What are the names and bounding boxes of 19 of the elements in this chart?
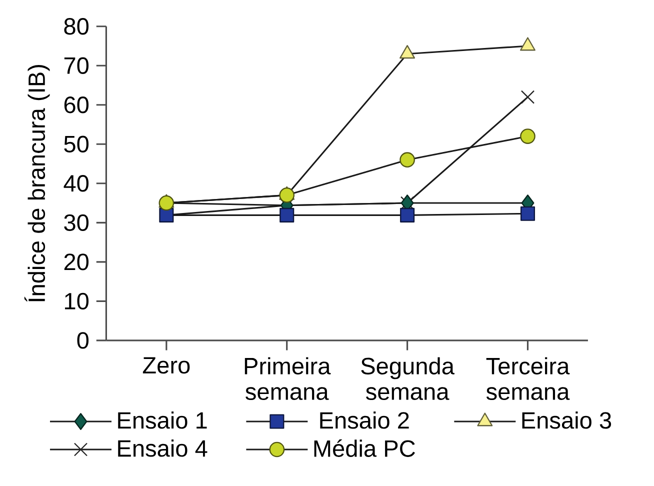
- y-tick-label: 10: [65, 292, 89, 310]
- x-tick-label: Terceira semana: [486, 357, 570, 400]
- y-tick-label: 70: [64, 57, 89, 74]
- y-tick-label: 0: [77, 332, 89, 349]
- legend-label: Ensaio 1: [118, 412, 207, 429]
- y-tick-label: 60: [64, 96, 89, 114]
- x-tick-label: Primeira semana: [244, 357, 331, 400]
- y-tick-label: 30: [64, 214, 89, 232]
- legend-label: Ensaio 2: [320, 412, 409, 429]
- legend-label: Ensaio 4: [118, 440, 208, 457]
- legend-label: Ensaio 3: [522, 412, 612, 429]
- y-tick-label: 80: [64, 18, 89, 35]
- legend-label: Média PC: [314, 440, 415, 458]
- y-axis-title: Índice de brancura (IB): [24, 65, 50, 302]
- y-tick-label: 20: [64, 254, 89, 270]
- y-tick-label: 40: [64, 175, 89, 192]
- x-tick-label: Zero: [142, 357, 190, 374]
- x-tick-label: Segunda semana: [361, 357, 454, 400]
- y-tick-label: 50: [64, 136, 89, 153]
